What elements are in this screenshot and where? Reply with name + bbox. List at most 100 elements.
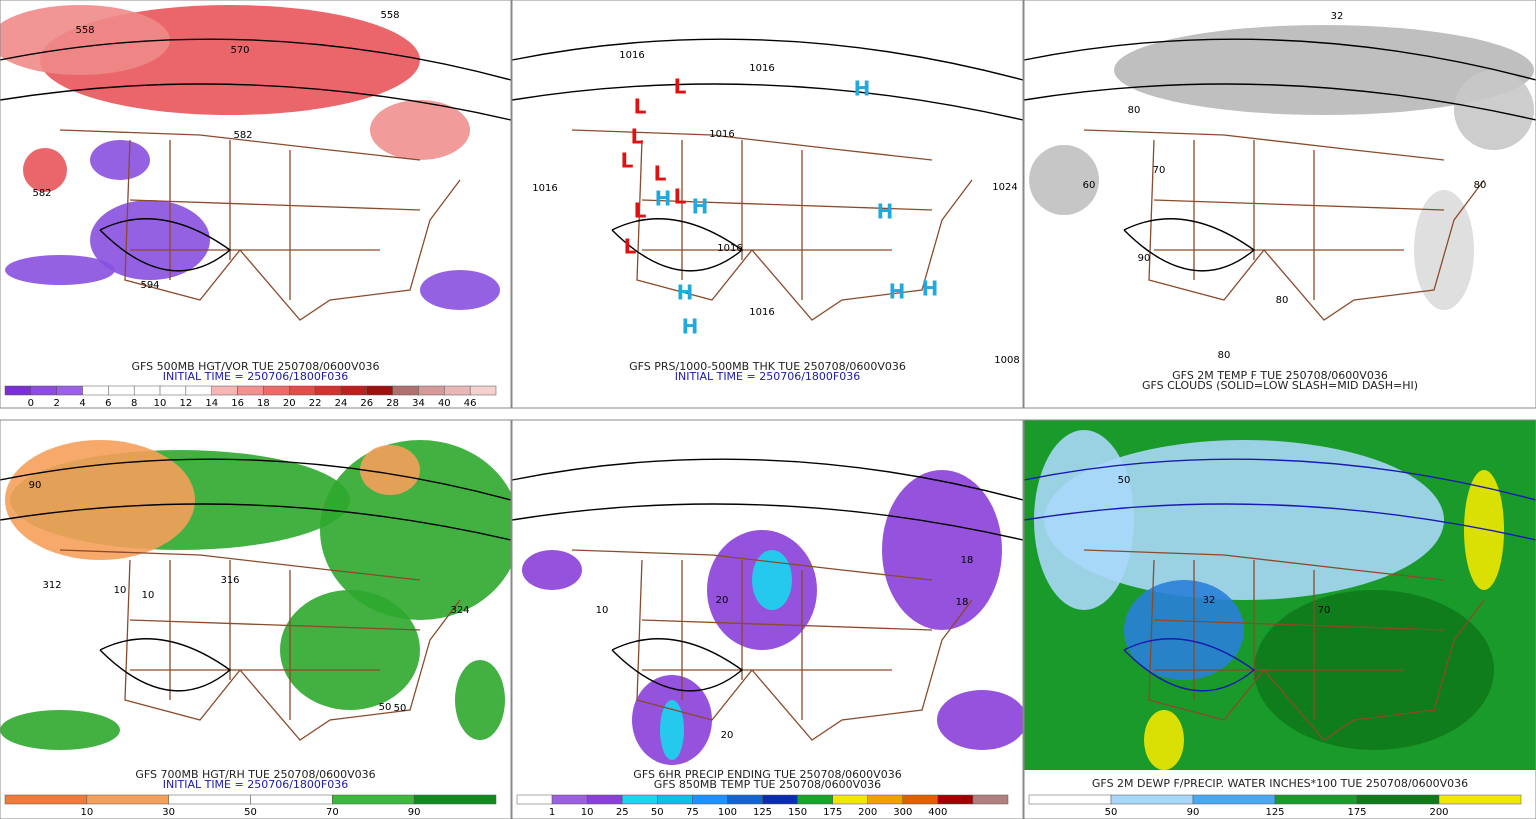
contour-label: 1016	[749, 307, 774, 318]
colorbar-swatch	[82, 385, 109, 396]
high-symbol: H	[682, 315, 699, 339]
caption: INITIAL TIME = 250706/1800F036	[675, 370, 860, 383]
high-symbol: H	[655, 187, 672, 211]
panel-frame	[511, 0, 1024, 409]
high-symbol: H	[877, 200, 894, 224]
map-panel: 50 32 70 GFS 2M DEWP F/PRECIP. WATER INCHES…	[1023, 419, 1536, 819]
field-shading	[5, 440, 195, 560]
contour-label: 10	[142, 590, 155, 601]
colorbar-label: 18	[257, 398, 270, 409]
colorbar-label: 16	[231, 398, 244, 409]
field-shading	[420, 270, 500, 310]
field-shading	[1144, 710, 1184, 770]
colorbar-swatch	[469, 385, 497, 396]
colorbar-label: 90	[408, 807, 421, 818]
field-shading	[522, 550, 582, 590]
colorbar-swatch	[332, 794, 415, 805]
field-shading	[1034, 430, 1134, 610]
colorbar-label: 8	[131, 398, 137, 409]
contour-label: 1008	[994, 355, 1019, 366]
colorbar-swatch	[727, 794, 763, 805]
low-symbol: L	[631, 125, 644, 149]
field-shading	[5, 255, 115, 285]
colorbar-swatch	[211, 385, 238, 396]
field-shading	[1029, 145, 1099, 215]
colorbar-label: 34	[412, 398, 425, 409]
field-shading	[660, 700, 684, 760]
colorbar-swatch	[340, 385, 368, 396]
field-shading	[360, 445, 420, 495]
low-symbol: L	[654, 162, 667, 186]
contour-label: 1016	[532, 183, 557, 194]
contour-label: 50	[1118, 475, 1131, 486]
contour-label: 558	[380, 10, 399, 21]
colorbar-swatch	[937, 794, 974, 805]
contours	[511, 38, 1024, 272]
colorbar-swatch	[867, 794, 904, 805]
contour-label: 316	[220, 575, 239, 586]
contour-label: 90	[1138, 253, 1151, 264]
colorbar-label: 400	[928, 807, 947, 818]
colorbar-label: 0	[28, 398, 34, 409]
colorbar-label: 175	[823, 807, 842, 818]
colorbar-swatch	[237, 385, 264, 396]
low-symbol: L	[624, 235, 637, 259]
colorbar-label: 2	[53, 398, 59, 409]
contour-label: 20	[721, 730, 734, 741]
field-shading	[280, 590, 420, 710]
colorbar-label: 200	[1429, 807, 1448, 818]
colorbar-swatch	[1192, 794, 1276, 805]
contour-label: 32	[1203, 595, 1216, 606]
contour-label: 1024	[992, 182, 1017, 193]
colorbar-swatch	[1356, 794, 1440, 805]
caption: INITIAL TIME = 250706/1800F036	[163, 778, 348, 791]
colorbar-label: 1	[549, 807, 555, 818]
colorbar-swatch	[263, 385, 290, 396]
colorbar-swatch	[108, 385, 135, 396]
colorbar-swatch	[168, 794, 251, 805]
colorbar-label: 175	[1347, 807, 1366, 818]
field-shading	[1124, 580, 1244, 680]
contour-label: 1016	[709, 129, 734, 140]
caption: GFS 6HR PRECIP ENDING TUE 250708/0600V03…	[633, 768, 901, 781]
contour-label: 70	[1153, 165, 1166, 176]
field-shading	[455, 660, 505, 740]
caption: INITIAL TIME = 250706/1800F036	[163, 370, 348, 383]
contour-label: 70	[1318, 605, 1331, 616]
field-shading	[937, 690, 1027, 750]
colorbar-swatch	[621, 794, 658, 805]
low-symbol: L	[621, 149, 634, 173]
high-symbol: H	[692, 195, 709, 219]
colorbar-label: 22	[309, 398, 322, 409]
colorbar-swatch	[30, 385, 57, 396]
field-shading	[90, 200, 210, 280]
colorbar-label: 75	[686, 807, 699, 818]
contour-label: 50	[379, 702, 392, 713]
field-shading	[752, 550, 792, 610]
field-shading	[1464, 470, 1504, 590]
colorbar-swatch	[185, 385, 212, 396]
contour-label: 582	[32, 188, 51, 199]
colorbar-label: 25	[616, 807, 629, 818]
panel-frame	[1023, 0, 1536, 409]
colorbar-label: 30	[162, 807, 175, 818]
field-shading	[0, 5, 170, 75]
map-panel: 558 570 582 582 594 558 GFS 500MB HGT/VOR TUE …	[0, 0, 512, 409]
colorbar-swatch	[86, 794, 169, 805]
contour-label: 90	[29, 480, 42, 491]
colorbar-swatch	[1028, 794, 1112, 805]
high-symbol: H	[854, 77, 871, 101]
colorbar-label: 125	[753, 807, 772, 818]
contour-label: 1016	[749, 63, 774, 74]
colorbar-label: 50	[1105, 807, 1118, 818]
contour-label: 18	[956, 597, 969, 608]
colorbar-swatch	[832, 794, 868, 805]
high-symbol: H	[922, 277, 939, 301]
colorbar-label: 70	[326, 807, 339, 818]
colorbar-swatch	[250, 794, 333, 805]
colorbar-swatch	[551, 794, 588, 805]
caption: GFS PRS/1000-500MB THK TUE 250708/0600V0…	[629, 360, 906, 373]
colorbar-label: 10	[80, 807, 93, 818]
